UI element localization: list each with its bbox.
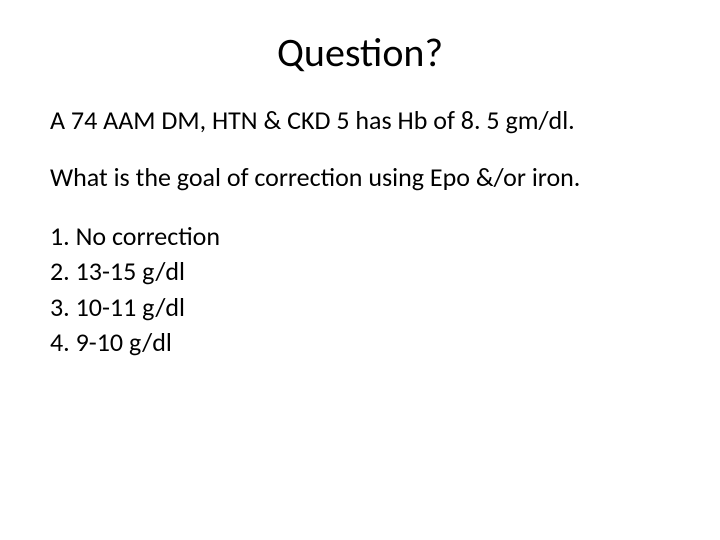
answer-options: 1. No correction 2. 13-15 g/dl 3. 10-11 … — [50, 219, 670, 359]
option-3: 3. 10-11 g/dl — [50, 290, 670, 325]
option-1: 1. No correction — [50, 219, 670, 254]
case-description: A 74 AAM DM, HTN & CKD 5 has Hb of 8. 5 … — [50, 105, 670, 136]
slide-title: Question? — [50, 28, 670, 77]
question-text: What is the goal of correction using Epo… — [50, 162, 670, 193]
option-4: 4. 9-10 g/dl — [50, 325, 670, 360]
option-2: 2. 13-15 g/dl — [50, 254, 670, 289]
slide-content: Question? A 74 AAM DM, HTN & CKD 5 has H… — [0, 0, 720, 540]
